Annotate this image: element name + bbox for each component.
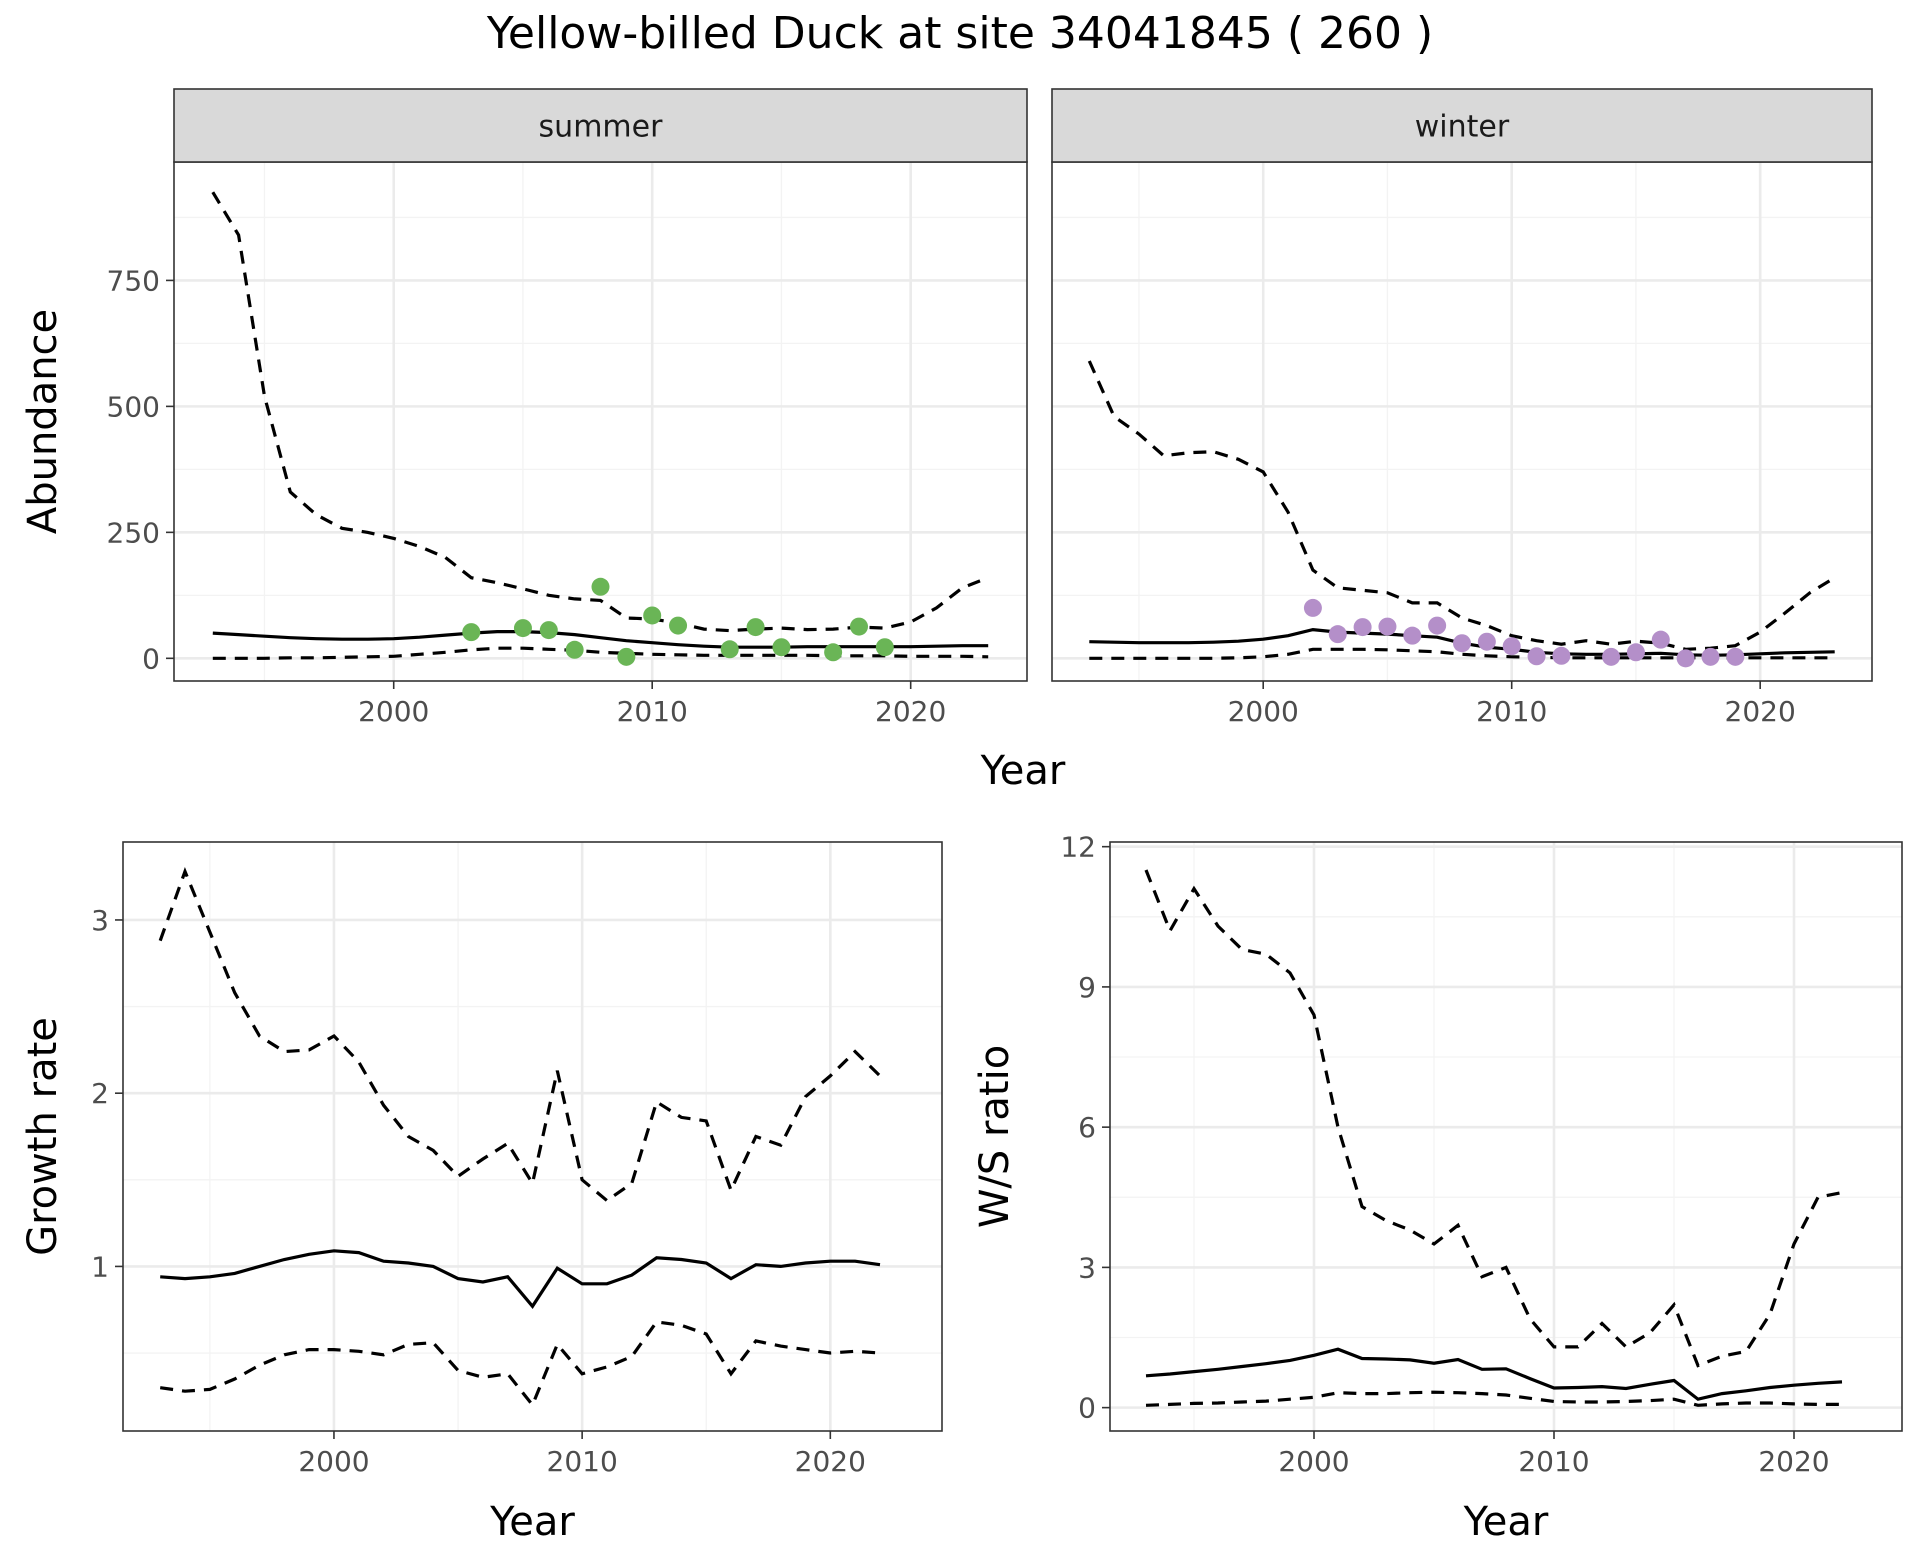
summer-mean-line	[212, 629, 989, 649]
summer-observed-point	[849, 617, 868, 636]
y-tick-label: 3	[91, 904, 109, 937]
summer-observed-point	[513, 619, 532, 638]
y-tick-label: 3	[1078, 1251, 1096, 1284]
y-tick-label: 2	[91, 1077, 109, 1110]
x-tick-label: 2010	[617, 695, 688, 728]
figure-title: Yellow-billed Duck at site 34041845 ( 26…	[486, 8, 1433, 59]
panel-ratio: 2000 2010 2020 0 3 6 9 12	[1060, 831, 1903, 1478]
abundance-x-axis-title: Year	[980, 748, 1066, 794]
winter-observed-point	[1403, 626, 1422, 645]
facet-strip-label: winter	[1415, 110, 1510, 145]
ratio-lower-bound-line	[1145, 1390, 1842, 1407]
y-tick-label: 9	[1078, 971, 1096, 1004]
summer-observed-point	[772, 638, 791, 657]
x-tick-label: 2000	[1278, 1445, 1349, 1478]
summer-observed-point	[875, 638, 894, 657]
panel-background	[1110, 842, 1902, 1431]
y-tick-label: 500	[107, 390, 160, 423]
summer-observed-point	[565, 640, 584, 659]
x-tick-label: 2000	[1228, 695, 1299, 728]
winter-observed-point	[1378, 617, 1397, 636]
summer-observed-point	[462, 623, 481, 642]
winter-observed-point	[1502, 637, 1521, 656]
x-tick-label: 2000	[298, 1445, 369, 1478]
y-tick-label: 6	[1078, 1111, 1096, 1144]
winter-observed-point	[1428, 616, 1447, 635]
growth-lower-bound-line	[159, 1320, 881, 1409]
panel-background	[174, 162, 1027, 681]
facet-strip-label: summer	[539, 110, 664, 145]
summer-lower-bound-line	[212, 646, 989, 660]
x-tick-label: 2010	[547, 1445, 618, 1478]
winter-observed-point	[1328, 625, 1347, 644]
x-tick-label: 2010	[1518, 1445, 1589, 1478]
panel-winter: 2000 2010 2020 winter	[1051, 88, 1873, 728]
ratio-mean-line	[1145, 1347, 1843, 1401]
winter-observed-point	[1303, 598, 1322, 617]
summer-observed-point	[746, 618, 765, 637]
y-tick-label: 0	[1078, 1392, 1096, 1425]
winter-observed-point	[1602, 647, 1621, 666]
x-tick-label: 2020	[795, 1445, 866, 1478]
summer-observed-point	[669, 616, 688, 635]
ratio-x-axis-title: Year	[1463, 1499, 1549, 1545]
winter-observed-point	[1527, 647, 1546, 666]
panel-growth: 2000 2010 2020 1 2 3	[91, 841, 943, 1478]
growth-x-axis-title: Year	[489, 1499, 575, 1545]
summer-observed-point	[824, 643, 843, 662]
growth-upper-bound-line	[158, 867, 882, 1203]
x-tick-label: 2020	[875, 695, 946, 728]
panel-summer: 2000 2010 2020 0 250 500 750 summer	[107, 88, 1028, 728]
winter-observed-point	[1477, 632, 1496, 651]
summer-observed-point	[591, 577, 610, 596]
y-tick-label: 0	[142, 642, 160, 675]
summer-observed-point	[643, 606, 662, 625]
y-tick-label: 12	[1060, 831, 1096, 864]
panel-background	[123, 842, 942, 1431]
x-tick-label: 2000	[358, 695, 429, 728]
summer-observed-point	[617, 647, 636, 666]
winter-observed-point	[1726, 647, 1745, 666]
y-tick-label: 1	[91, 1250, 109, 1283]
summer-observed-point	[539, 621, 558, 640]
x-tick-label: 2010	[1476, 695, 1547, 728]
winter-observed-point	[1626, 643, 1645, 662]
ratio-y-axis-title: W/S ratio	[972, 1045, 1018, 1228]
x-tick-label: 2020	[1725, 695, 1796, 728]
x-tick-label: 2020	[1758, 1445, 1829, 1478]
growth-y-axis-title: Growth rate	[20, 1017, 66, 1256]
facet-strip	[1051, 88, 1873, 163]
y-tick-label: 250	[107, 516, 160, 549]
winter-observed-point	[1676, 649, 1695, 668]
abundance-y-axis-title: Abundance	[20, 309, 66, 534]
winter-observed-point	[1651, 630, 1670, 649]
winter-observed-point	[1353, 618, 1372, 637]
panel-border	[1109, 841, 1903, 1432]
panel-border	[122, 841, 943, 1432]
panel-background	[1052, 162, 1872, 681]
winter-observed-point	[1701, 647, 1720, 666]
y-tick-label: 750	[107, 264, 160, 297]
winter-observed-point	[1453, 634, 1471, 653]
winter-observed-point	[1552, 646, 1571, 665]
growth-mean-line	[160, 1249, 881, 1309]
facet-strip	[173, 88, 1028, 163]
summer-observed-point	[720, 640, 739, 659]
